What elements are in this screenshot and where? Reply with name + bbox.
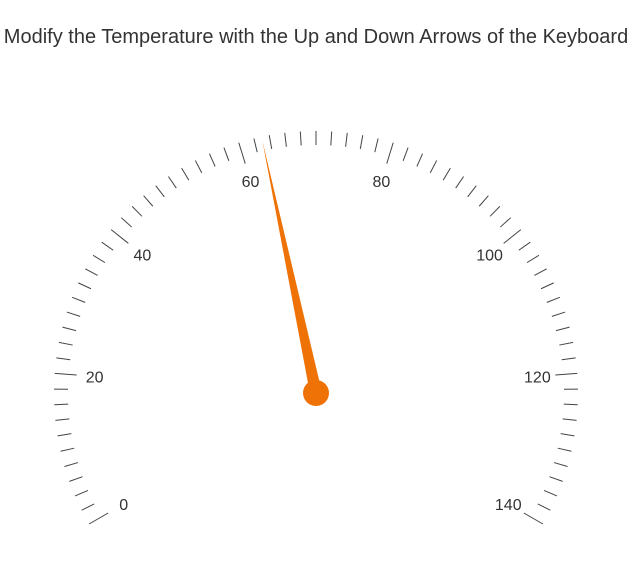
minor-tick <box>559 341 574 346</box>
minor-tick <box>489 206 501 217</box>
major-tick <box>110 229 129 244</box>
minor-tick <box>143 195 154 207</box>
major-tick <box>54 372 77 376</box>
minor-tick <box>518 241 531 251</box>
minor-tick <box>416 153 424 167</box>
major-tick <box>523 512 544 525</box>
gauge-ticks <box>54 131 578 525</box>
minor-tick <box>455 176 465 189</box>
minor-tick <box>101 241 114 251</box>
minor-tick <box>555 326 570 332</box>
minor-tick <box>429 160 438 174</box>
minor-tick <box>284 132 287 147</box>
minor-tick <box>194 160 203 174</box>
minor-tick <box>131 206 143 217</box>
minor-tick <box>57 433 72 437</box>
minor-tick <box>64 462 79 467</box>
minor-tick <box>549 476 563 482</box>
minor-tick <box>268 135 273 150</box>
minor-tick <box>167 176 177 189</box>
minor-tick <box>62 326 77 332</box>
major-tick <box>386 142 394 164</box>
minor-tick <box>223 147 230 161</box>
minor-tick <box>560 433 575 437</box>
minor-tick <box>253 138 258 153</box>
minor-tick <box>66 311 81 317</box>
minor-tick <box>55 418 70 421</box>
gauge-needle[interactable] <box>262 140 322 395</box>
minor-tick <box>69 476 83 482</box>
minor-tick <box>526 254 540 264</box>
minor-tick <box>478 195 489 207</box>
minor-tick <box>543 490 558 497</box>
minor-tick <box>60 447 75 452</box>
tick-label: 100 <box>476 248 503 265</box>
major-tick <box>238 142 246 164</box>
minor-tick <box>551 311 566 317</box>
tick-label: 140 <box>495 497 522 514</box>
minor-tick <box>208 153 216 167</box>
minor-tick <box>81 503 95 511</box>
minor-tick <box>557 447 572 452</box>
major-tick <box>88 512 109 525</box>
minor-tick <box>345 132 348 147</box>
minor-tick <box>442 167 451 181</box>
minor-tick <box>562 418 577 421</box>
tick-label: 60 <box>242 174 260 191</box>
minor-tick <box>58 341 73 346</box>
tick-label: 20 <box>86 369 104 386</box>
minor-tick <box>563 403 578 406</box>
minor-tick <box>359 135 364 150</box>
minor-tick <box>534 268 547 276</box>
minor-tick <box>54 403 69 406</box>
minor-tick <box>120 217 133 228</box>
minor-tick <box>155 185 165 198</box>
minor-tick <box>330 131 333 146</box>
minor-tick <box>181 167 190 181</box>
tick-label: 120 <box>524 369 551 386</box>
minor-tick <box>561 357 576 361</box>
chart-title: Modify the Temperature with the Up and D… <box>3 26 629 48</box>
tick-label: 80 <box>373 174 391 191</box>
needle-pivot <box>303 380 329 406</box>
gauge-needle-group[interactable] <box>262 140 329 406</box>
minor-tick <box>402 147 409 161</box>
minor-tick <box>540 282 554 290</box>
minor-tick <box>56 357 71 361</box>
major-tick <box>555 372 578 376</box>
tick-label: 0 <box>119 497 128 514</box>
minor-tick <box>537 503 551 511</box>
minor-tick <box>85 268 98 276</box>
minor-tick <box>499 217 512 228</box>
minor-tick <box>92 254 106 264</box>
minor-tick <box>71 296 86 303</box>
gauge-tick-labels: 0 20 40 60 80 100 120 140 <box>86 174 551 514</box>
minor-tick <box>299 131 302 146</box>
minor-tick <box>78 282 92 290</box>
major-tick <box>503 229 522 244</box>
minor-tick <box>374 138 379 153</box>
minor-tick <box>74 490 89 497</box>
minor-tick <box>546 296 561 303</box>
minor-tick <box>467 185 477 198</box>
minor-tick <box>553 462 568 467</box>
tick-label: 40 <box>134 248 152 265</box>
